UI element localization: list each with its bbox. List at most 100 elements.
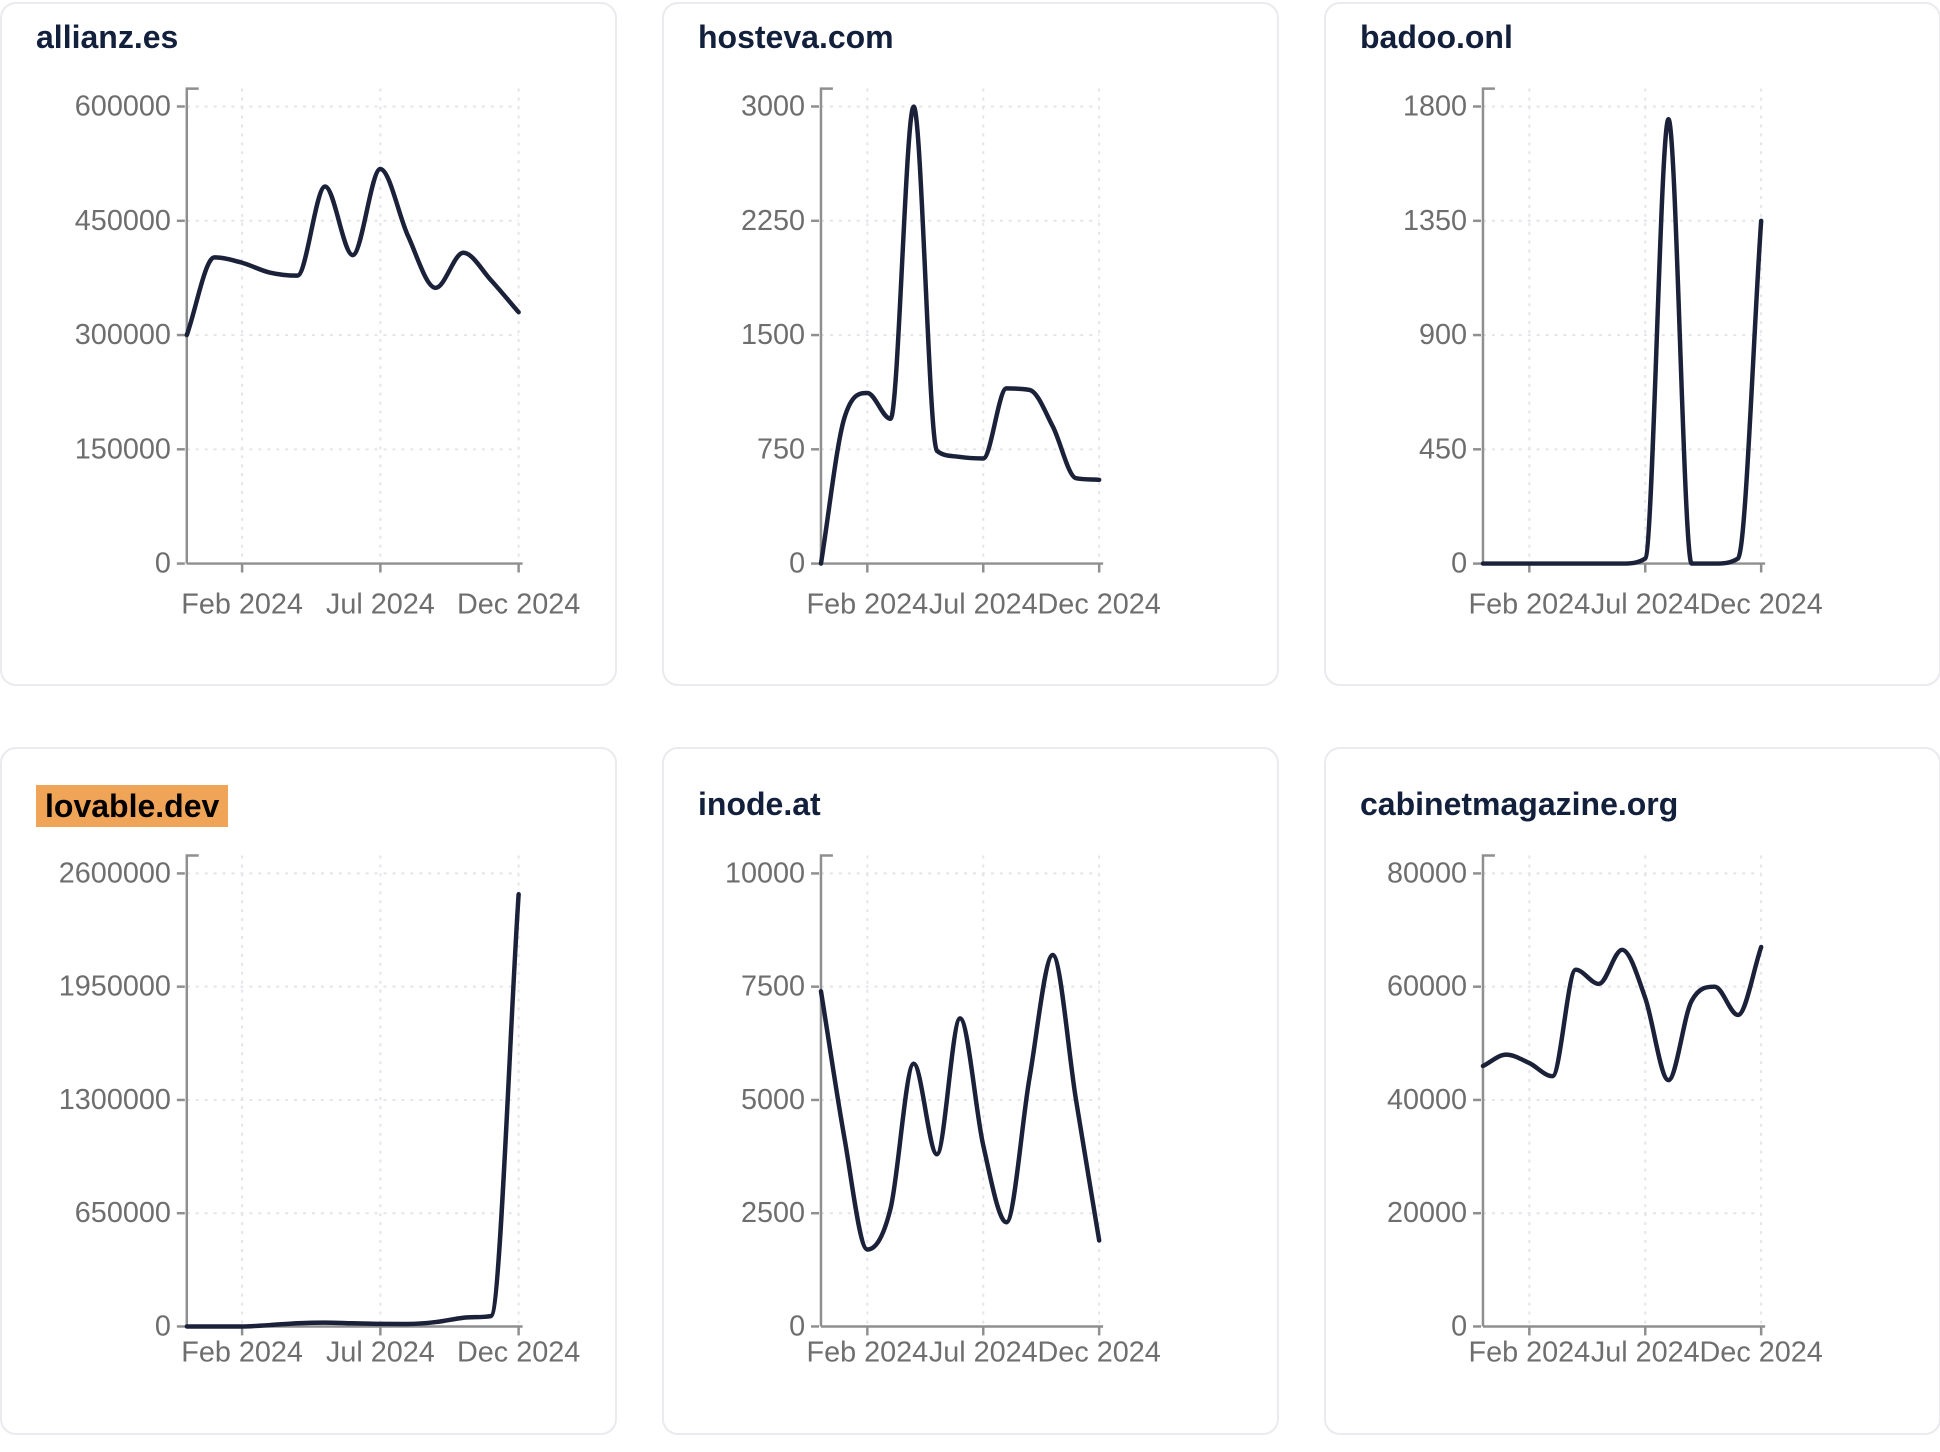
domain-title[interactable]: hosteva.com <box>698 19 894 55</box>
x-tick-label: Dec 2024 <box>1700 1336 1823 1368</box>
chart-card-lovable: lovable.dev 0 650000 1300000 1950000 2600000… <box>0 747 617 1435</box>
x-tick-label: Feb 2024 <box>181 1336 303 1368</box>
series-line <box>184 892 521 1329</box>
y-axis: 0 150000 300000 450000 600000 <box>75 87 199 580</box>
y-tick-label: 450000 <box>75 205 171 237</box>
y-tick-label: 60000 <box>1387 971 1467 1003</box>
domain-title[interactable]: badoo.onl <box>1360 19 1513 55</box>
y-tick-label: 10000 <box>725 857 805 889</box>
y-tick-label: 1350 <box>1403 205 1467 237</box>
gridlines <box>1482 88 1763 564</box>
y-axis: 0 450 900 1350 1800 <box>1403 87 1495 580</box>
x-tick-label: Dec 2024 <box>457 588 580 620</box>
x-tick-label: Jul 2024 <box>1591 1336 1700 1368</box>
y-tick-label: 0 <box>789 548 805 580</box>
y-tick-label: 0 <box>155 1310 171 1342</box>
gridlines <box>820 855 1101 1327</box>
y-tick-label: 2600000 <box>59 857 171 889</box>
x-tick-label: Jul 2024 <box>1591 588 1700 620</box>
x-axis: Feb 2024 Jul 2024 Dec 2024 <box>806 1325 1161 1368</box>
y-tick-label: 3000 <box>741 91 805 123</box>
y-tick-label: 450 <box>1419 433 1467 465</box>
line-chart: 0 150000 300000 450000 600000 Feb 2024 Jul 202… <box>75 87 580 620</box>
x-tick-label: Jul 2024 <box>326 1336 435 1368</box>
x-axis: Feb 2024 Jul 2024 Dec 2024 <box>806 562 1161 620</box>
line-chart: 0 750 1500 2250 3000 Feb 2024 Jul 2024 Dec 2024 <box>741 87 1161 620</box>
y-tick-label: 5000 <box>741 1084 805 1116</box>
x-axis: Feb 2024 Jul 2024 Dec 2024 <box>181 562 580 620</box>
domain-title-highlighted[interactable]: lovable.dev <box>36 785 229 828</box>
y-tick-label: 600000 <box>75 91 171 123</box>
x-tick-label: Dec 2024 <box>1038 1336 1161 1368</box>
x-tick-label: Jul 2024 <box>929 1336 1038 1368</box>
y-tick-label: 2250 <box>741 205 805 237</box>
card-title: cabinetmagazine.org <box>1360 785 1678 823</box>
y-tick-label: 300000 <box>75 319 171 351</box>
y-tick-label: 1300000 <box>59 1084 171 1116</box>
x-tick-label: Dec 2024 <box>457 1336 580 1368</box>
y-tick-label: 40000 <box>1387 1084 1467 1116</box>
x-tick-label: Dec 2024 <box>1700 588 1823 620</box>
y-axis: 0 750 1500 2250 3000 <box>741 87 833 580</box>
y-tick-label: 1800 <box>1403 91 1467 123</box>
card-title: inode.at <box>698 785 821 823</box>
chart-card-allianz: allianz.es 0 150000 300000 450000 600000 Feb … <box>0 2 617 686</box>
series-line <box>1480 117 1764 566</box>
y-tick-label: 0 <box>155 548 171 580</box>
gridlines <box>186 88 520 564</box>
y-tick-label: 80000 <box>1387 857 1467 889</box>
gridlines <box>186 855 520 1327</box>
chart-card-inode: inode.at 0 2500 5000 7500 10000 Feb 2024 Jul 2… <box>662 747 1279 1435</box>
x-tick-label: Feb 2024 <box>1468 1336 1590 1368</box>
y-axis-line <box>819 854 833 1327</box>
y-axis-line <box>185 854 199 1327</box>
y-axis-line <box>819 87 833 564</box>
series-line <box>818 952 1102 1252</box>
chart-card-hosteva: hosteva.com 0 750 1500 2250 3000 Feb 2024 Jul … <box>662 2 1279 686</box>
x-tick-label: Jul 2024 <box>326 588 435 620</box>
y-tick-label: 1500 <box>741 319 805 351</box>
y-tick-label: 20000 <box>1387 1197 1467 1229</box>
series-line <box>1480 944 1764 1083</box>
x-tick-label: Feb 2024 <box>1468 588 1590 620</box>
y-axis-line <box>1481 854 1495 1327</box>
y-tick-label: 750 <box>757 433 805 465</box>
x-tick-label: Dec 2024 <box>1038 588 1161 620</box>
x-tick-label: Feb 2024 <box>806 1336 928 1368</box>
y-axis-line <box>185 87 199 564</box>
y-tick-label: 0 <box>1451 548 1467 580</box>
gridlines <box>820 88 1101 564</box>
series-line <box>818 104 1102 566</box>
domain-title[interactable]: inode.at <box>698 786 821 822</box>
chart-card-badoo: badoo.onl 0 450 900 1350 1800 Feb 2024 Jul 202… <box>1324 2 1940 686</box>
y-tick-label: 1950000 <box>59 971 171 1003</box>
y-axis: 0 20000 40000 60000 80000 <box>1387 854 1495 1342</box>
card-title: badoo.onl <box>1360 18 1513 56</box>
line-chart: 0 650000 1300000 1950000 2600000 Feb 2024 Jul … <box>59 854 580 1368</box>
x-axis: Feb 2024 Jul 2024 Dec 2024 <box>1468 562 1823 620</box>
x-axis: Feb 2024 Jul 2024 Dec 2024 <box>1468 1325 1823 1368</box>
x-tick-label: Feb 2024 <box>181 588 303 620</box>
gridlines <box>1482 855 1763 1327</box>
series-line <box>184 166 521 338</box>
chart-card-cabinetmagazine: cabinetmagazine.org 0 20000 40000 60000 8000… <box>1324 747 1940 1435</box>
line-chart: 0 450 900 1350 1800 Feb 2024 Jul 2024 Dec 2024 <box>1403 87 1823 620</box>
y-axis: 0 2500 5000 7500 10000 <box>725 854 833 1342</box>
y-tick-label: 0 <box>1451 1310 1467 1342</box>
y-tick-label: 2500 <box>741 1197 805 1229</box>
domain-title[interactable]: cabinetmagazine.org <box>1360 786 1679 822</box>
y-axis-line <box>1481 87 1495 564</box>
card-title: hosteva.com <box>698 18 894 56</box>
card-title: lovable.dev <box>36 785 229 828</box>
y-tick-label: 650000 <box>75 1197 171 1229</box>
line-chart: 0 2500 5000 7500 10000 Feb 2024 Jul 2024 Dec 20… <box>725 854 1161 1368</box>
card-title: allianz.es <box>36 18 178 56</box>
y-tick-label: 150000 <box>75 433 171 465</box>
y-tick-label: 0 <box>789 1310 805 1342</box>
y-tick-label: 7500 <box>741 971 805 1003</box>
x-tick-label: Jul 2024 <box>929 588 1038 620</box>
domain-title[interactable]: allianz.es <box>36 19 179 55</box>
x-axis: Feb 2024 Jul 2024 Dec 2024 <box>181 1325 580 1368</box>
line-chart: 0 20000 40000 60000 80000 Feb 2024 Jul 2024 Dec… <box>1387 854 1823 1368</box>
x-tick-label: Feb 2024 <box>806 588 928 620</box>
